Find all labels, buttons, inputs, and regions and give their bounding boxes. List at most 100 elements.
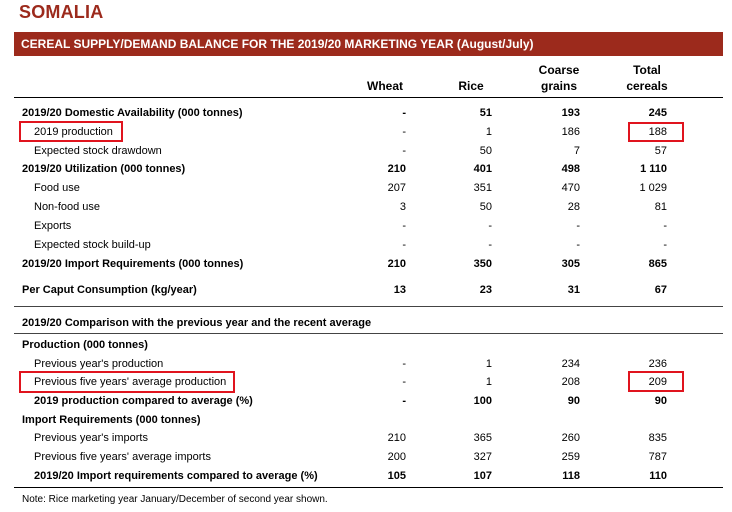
table-row: Per Caput Consumption (kg/year) 13 23 31… (0, 281, 732, 299)
row-label: Exports (34, 220, 72, 232)
table-row: 2019/20 Import Requirements (000 tonnes)… (0, 255, 732, 273)
cell-rice: - (488, 239, 492, 251)
cell-coarse: 259 (561, 451, 580, 463)
cell-rice: 351 (473, 182, 492, 194)
row-label: Previous year's production (34, 358, 164, 370)
cell-total: 209 (648, 376, 667, 388)
header-wheat: Wheat (367, 79, 403, 93)
row-label: 2019/20 Import requirements compared to … (34, 470, 318, 482)
header-coarse-line1: Coarse (538, 63, 580, 77)
cell-wheat: 210 (387, 432, 406, 444)
row-label: 2019 production (34, 126, 113, 138)
header-divider (14, 97, 723, 98)
section-divider (14, 306, 723, 307)
highlight-box-2019-production-total (628, 122, 684, 142)
table-row: Expected stock build-up - - - - (0, 236, 732, 254)
cell-total: - (663, 220, 667, 232)
row-label: 2019/20 Domestic Availability (000 tonne… (22, 107, 243, 119)
cell-rice: 100 (473, 395, 492, 407)
table-row: Previous five years' average imports 200… (0, 448, 732, 466)
cell-coarse: 260 (561, 432, 580, 444)
cell-wheat: - (402, 239, 406, 251)
cell-total: 110 (649, 470, 667, 482)
row-label: Non-food use (34, 201, 101, 213)
cell-total: 67 (654, 284, 667, 296)
cell-coarse: 90 (567, 395, 580, 407)
cell-coarse: 186 (561, 126, 580, 138)
cell-wheat: 210 (387, 258, 406, 270)
cell-total: 81 (654, 201, 667, 213)
cell-coarse: 498 (561, 163, 580, 175)
section-divider (14, 333, 723, 334)
cell-total: 1 110 (640, 163, 667, 175)
cell-total: 1 029 (639, 182, 667, 194)
cell-coarse: 208 (561, 376, 580, 388)
table-row: 2019 production - 1 186 188 (0, 123, 732, 141)
cell-coarse: 470 (561, 182, 580, 194)
cell-wheat: 210 (387, 163, 406, 175)
header-rice: Rice (458, 79, 484, 93)
highlight-box-2019-production (19, 121, 123, 142)
highlight-box-five-year-average-total (628, 371, 684, 392)
table-row: Previous year's imports 210 365 260 835 (0, 429, 732, 447)
cell-coarse: 305 (561, 258, 580, 270)
cell-rice: 23 (479, 284, 492, 296)
row-label: Expected stock drawdown (34, 145, 162, 157)
cell-total: 835 (648, 432, 667, 444)
section-title: 2019/20 Comparison with the previous yea… (0, 314, 732, 332)
table-bottom-rule (14, 487, 723, 488)
cell-rice: 365 (473, 432, 492, 444)
cell-coarse: - (576, 239, 580, 251)
cell-wheat: - (402, 145, 406, 157)
table-row: Expected stock drawdown - 50 7 57 (0, 142, 732, 160)
section-title: Import Requirements (000 tonnes) (0, 411, 732, 429)
header-total-line2: cereals (626, 79, 668, 93)
comparison-title: 2019/20 Comparison with the previous yea… (22, 317, 372, 329)
header-coarse-line2: grains (540, 79, 577, 93)
table-row: Previous year's production - 1 234 236 (0, 355, 732, 373)
row-label: Expected stock build-up (34, 239, 151, 251)
cell-total: 57 (654, 145, 667, 157)
cell-coarse: 234 (561, 358, 580, 370)
highlight-box-five-year-average (19, 371, 235, 393)
cell-total: 188 (648, 126, 667, 138)
row-label: 2019 production compared to average (%) (34, 395, 253, 407)
table-row: Exports - - - - (0, 217, 732, 235)
cell-rice: 50 (479, 145, 492, 157)
row-label: 2019/20 Import Requirements (000 tonnes) (22, 258, 244, 270)
cell-wheat: 105 (387, 470, 406, 482)
cell-coarse: 28 (567, 201, 580, 213)
cell-total: 865 (648, 258, 667, 270)
cell-wheat: 3 (399, 201, 406, 213)
cell-coarse: 7 (573, 145, 580, 157)
cell-wheat: 200 (387, 451, 406, 463)
cell-rice: 350 (473, 258, 492, 270)
table-row: 2019/20 Import requirements compared to … (0, 467, 732, 485)
row-label: Food use (34, 182, 80, 194)
cell-rice: - (488, 220, 492, 232)
row-label: Per Caput Consumption (kg/year) (22, 284, 197, 296)
cell-coarse: - (576, 220, 580, 232)
cell-total: - (663, 239, 667, 251)
cell-wheat: - (402, 358, 406, 370)
cell-rice: 327 (473, 451, 492, 463)
cell-coarse: 31 (567, 284, 580, 296)
cell-coarse: 193 (561, 107, 580, 119)
table-banner: CEREAL SUPPLY/DEMAND BALANCE FOR THE 201… (14, 32, 723, 56)
cell-wheat: - (402, 107, 406, 119)
cell-rice: 51 (479, 107, 492, 119)
import-title: Import Requirements (000 tonnes) (22, 414, 201, 426)
cell-rice: 401 (473, 163, 492, 175)
cell-coarse: 118 (562, 470, 580, 482)
cell-wheat: - (402, 395, 406, 407)
cell-rice: 50 (479, 201, 492, 213)
cell-wheat: - (402, 220, 406, 232)
row-label: Previous five years' average imports (34, 451, 211, 463)
cell-total: 787 (648, 451, 667, 463)
table-row: Non-food use 3 50 28 81 (0, 198, 732, 216)
header-total-line1: Total (633, 63, 661, 77)
cell-rice: 107 (473, 470, 492, 482)
cell-rice: 1 (485, 376, 492, 388)
row-label: Previous five years' average production (34, 376, 227, 388)
section-title: Production (000 tonnes) (0, 336, 732, 354)
